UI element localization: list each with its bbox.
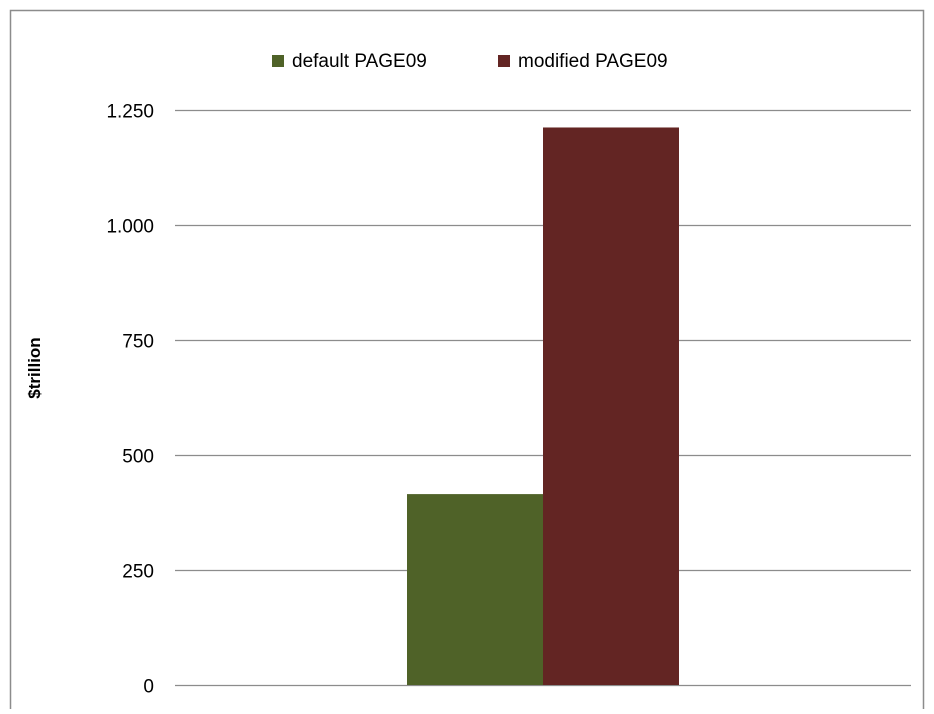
bar-modified — [543, 127, 679, 686]
legend-label-modified: modified PAGE09 — [518, 51, 668, 72]
bars — [407, 127, 679, 686]
legend-swatch-default — [272, 55, 284, 67]
y-tick-label: 750 — [122, 332, 154, 353]
y-axis-label: $trillion — [25, 337, 44, 398]
legend-label-default: default PAGE09 — [292, 51, 427, 72]
legend: default PAGE09 modified PAGE09 — [272, 51, 668, 72]
y-tick-label: 250 — [122, 562, 154, 583]
y-tick-label: 500 — [122, 447, 154, 468]
chart-border — [9, 9, 925, 709]
bar-default — [407, 494, 543, 685]
y-axis-ticks: 0 250 500 750 1.000 1.250 — [106, 102, 154, 698]
y-tick-label: 0 — [143, 677, 154, 698]
legend-swatch-modified — [498, 55, 510, 67]
y-tick-label: 1.250 — [106, 102, 154, 123]
y-tick-label: 1.000 — [106, 217, 154, 238]
